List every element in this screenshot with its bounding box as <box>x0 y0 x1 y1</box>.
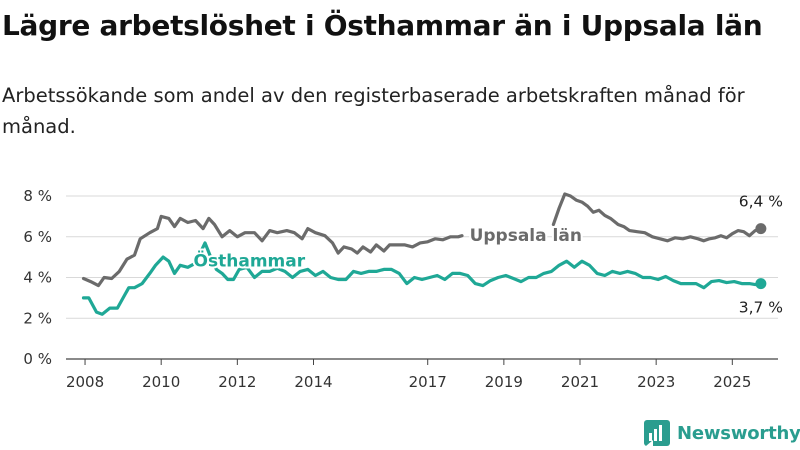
chart-title: Lägre arbetslöshet i Östhammar än i Upps… <box>2 9 763 42</box>
x-tick-label: 2023 <box>637 373 675 391</box>
y-tick-label: 8 % <box>23 187 52 205</box>
end-value-label: 3,7 % <box>739 299 783 317</box>
series-name-label: Östhammar <box>194 249 306 271</box>
series-lines <box>81 192 767 316</box>
y-tick-label: 0 % <box>23 350 52 368</box>
series-end-point <box>755 278 767 290</box>
y-tick-label: 4 % <box>23 269 52 287</box>
x-tick-label: 2010 <box>142 373 180 391</box>
series-line <box>81 214 464 288</box>
gridlines <box>66 195 778 360</box>
series-name-label: Uppsala län <box>470 226 582 246</box>
newsworthy-logo-icon <box>644 420 670 446</box>
y-tick-label: 6 % <box>23 228 52 246</box>
x-tick-label: 2025 <box>713 373 751 391</box>
x-tick-label: 2017 <box>409 373 447 391</box>
series-labels: 6,4 % Uppsala län 3,7 % Östhammar <box>192 193 783 317</box>
axes: 0 % 2 % 4 % 6 % 8 % 2008 2010 2012 2014 2017 2019 2… <box>23 187 751 391</box>
chart-subtitle: Arbetssökande som andel av den registerb… <box>2 84 745 138</box>
newsworthy-brand: Newsworthy <box>644 420 800 446</box>
brand-name: Newsworthy <box>677 422 800 444</box>
x-tick-label: 2014 <box>294 373 332 391</box>
x-tick-label: 2008 <box>66 373 104 391</box>
y-tick-label: 2 % <box>23 309 52 327</box>
series-line <box>81 241 763 316</box>
x-tick-label: 2019 <box>485 373 523 391</box>
end-value-label: 6,4 % <box>739 193 783 211</box>
x-tick-label: 2021 <box>561 373 599 391</box>
x-tick-label: 2012 <box>218 373 256 391</box>
series-line <box>551 192 763 243</box>
series-end-point <box>755 223 767 235</box>
